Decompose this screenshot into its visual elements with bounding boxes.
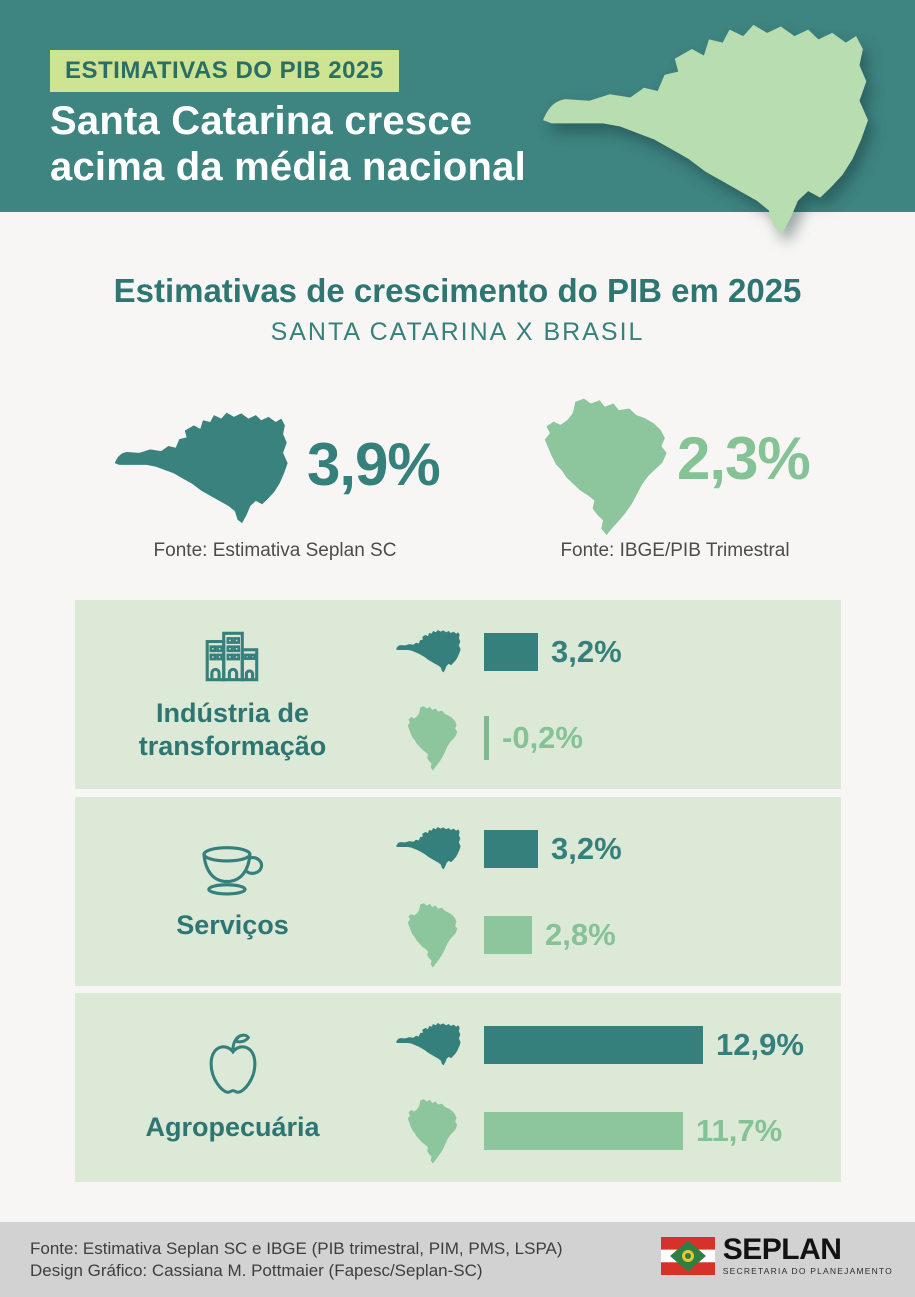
brazil-bar: [484, 715, 489, 760]
credits: Fonte: Estimativa Seplan SC e IBGE (PIB …: [30, 1238, 563, 1282]
sc-growth-value: 3,9%: [307, 431, 441, 498]
section-subtitle: SANTA CATARINA X BRASIL: [270, 318, 645, 346]
panel-agropecuaria-left: Agropecuária: [75, 993, 390, 1182]
brazil-bar-row: -0,2%: [390, 695, 841, 781]
sc-bar-value: 3,2%: [551, 830, 622, 866]
panel-servicos: Serviços 3,2% 2,8%: [75, 797, 841, 986]
brazil-growth-value: 2,3%: [677, 425, 811, 492]
brazil-bar: [484, 1111, 683, 1150]
sc-bar: [484, 632, 538, 671]
santa-catarina-flag-icon: [660, 1237, 715, 1275]
sc-bar-value: 12,9%: [716, 1026, 804, 1062]
sc-bar-value: 3,2%: [551, 633, 622, 669]
sc-bar-row: 3,2%: [390, 806, 841, 892]
brazil-bar-value: 2,8%: [545, 916, 616, 952]
brazil-bar: [484, 915, 532, 954]
brazil-bar-value: -0,2%: [502, 719, 583, 755]
brazil-map-icon: [399, 900, 459, 970]
coffee-cup-icon: [201, 846, 263, 896]
panel-industria-left: Indústria de transformação: [75, 600, 390, 789]
sc-bar: [484, 1025, 703, 1064]
logo-subtitle: SECRETARIA DO PLANEJAMENTO: [722, 1266, 893, 1276]
panel-servicos-left: Serviços: [75, 797, 390, 986]
footer-band: Fonte: Estimativa Seplan SC e IBGE (PIB …: [0, 1222, 915, 1297]
section-title: Estimativas de crescimento do PIB em 202…: [113, 272, 802, 309]
design-credit: Design Gráfico: Cassiana M. Pottmaier (F…: [30, 1260, 483, 1280]
sc-bar: [484, 829, 538, 868]
brazil-bar-row: 2,8%: [390, 892, 841, 978]
brazil-bar-value: 11,7%: [696, 1112, 783, 1148]
page-title-line2: acima da média nacional: [50, 145, 526, 189]
panel-industria-chart: 3,2% -0,2%: [390, 600, 841, 789]
page-title-line1: Santa Catarina cresce: [50, 99, 473, 143]
brazil-map-icon: [399, 703, 459, 773]
sc-source-caption: Fonte: Estimativa Seplan SC: [153, 540, 397, 561]
seplan-logo: SEPLAN SECRETARIA DO PLANEJAMENTO: [660, 1233, 893, 1276]
brazil-map-icon: [523, 392, 671, 540]
sc-bar-row: 3,2%: [390, 609, 841, 695]
brazil-bar-row: 11,7%: [390, 1088, 841, 1174]
panel-agropecuaria: Agropecuária 12,9% 11,7%: [75, 993, 841, 1182]
sc-map-icon: [395, 1022, 463, 1068]
panel-industria-label: Indústria de transformação: [138, 697, 327, 761]
brazil-map-icon: [399, 1096, 459, 1166]
santa-catarina-map-icon: [538, 20, 880, 246]
header-badge: ESTIMATIVAS DO PIB 2025: [50, 50, 399, 92]
page-title: Santa Catarina cresce acima da média nac…: [50, 98, 526, 190]
sc-map-icon: [395, 826, 463, 872]
panel-industria: Indústria de transformação 3,2% -0,2%: [75, 600, 841, 789]
panel-agropecuaria-label: Agropecuária: [145, 1112, 320, 1143]
buildings-icon: [205, 631, 258, 681]
logo-wordmark: SEPLAN: [722, 1233, 842, 1266]
brazil-source-caption: Fonte: IBGE/PIB Trimestral: [560, 540, 790, 561]
source-note: Fonte: Estimativa Seplan SC e IBGE (PIB …: [30, 1238, 563, 1258]
santa-catarina-map-icon: [112, 410, 294, 530]
sc-bar-row: 12,9%: [390, 1002, 841, 1088]
panel-agropecuaria-chart: 12,9% 11,7%: [390, 993, 841, 1182]
sc-map-icon: [395, 629, 463, 675]
apple-icon: [209, 1033, 256, 1094]
panel-servicos-chart: 3,2% 2,8%: [390, 797, 841, 986]
panel-servicos-label: Serviços: [176, 910, 289, 941]
